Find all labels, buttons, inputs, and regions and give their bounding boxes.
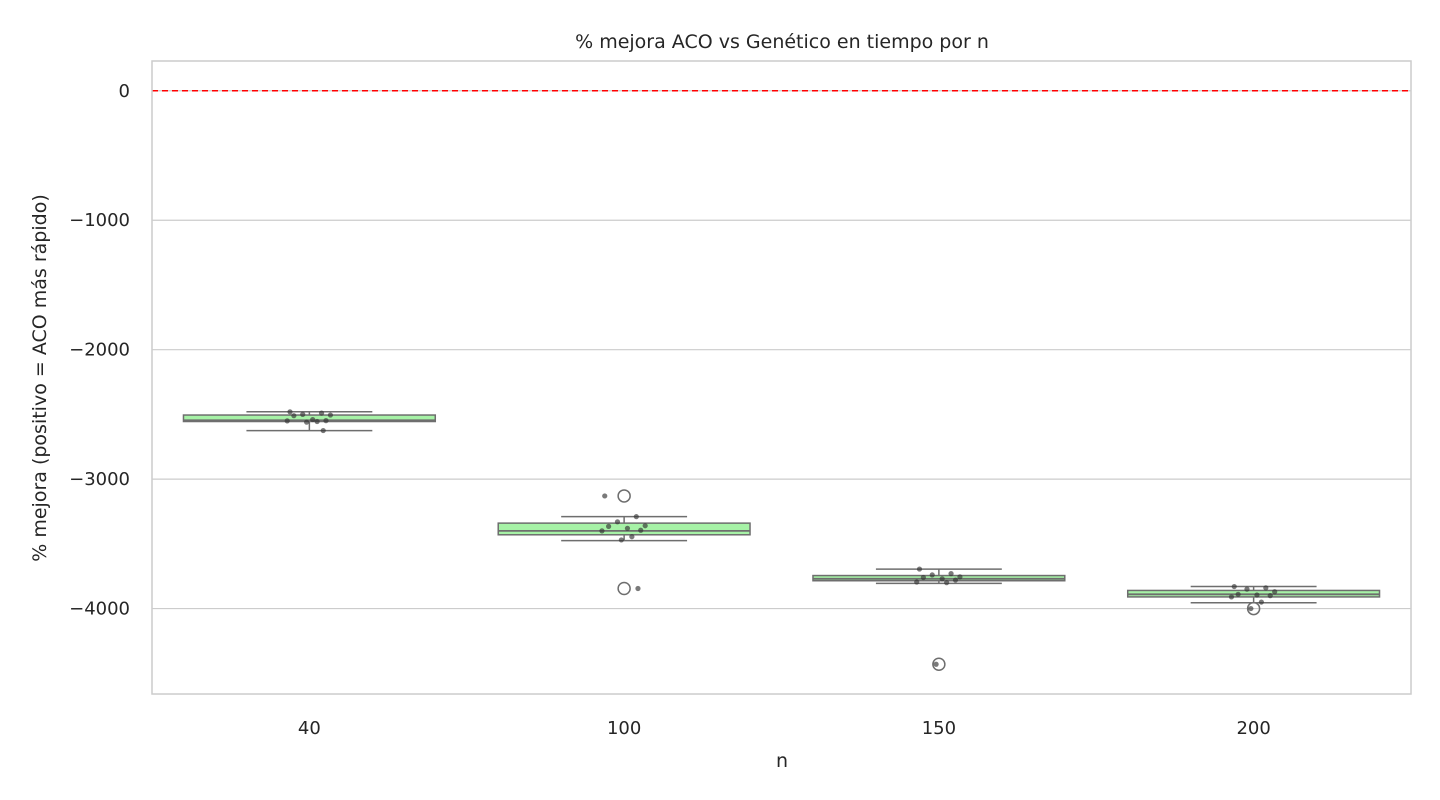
x-axis-label: n [776, 750, 788, 772]
data-point [314, 418, 320, 425]
data-point [933, 661, 939, 667]
data-point [1254, 592, 1260, 598]
iqr-box [182, 414, 437, 423]
data-point [957, 574, 963, 580]
data-point [1228, 594, 1235, 600]
data-point [327, 412, 334, 418]
data-point [300, 411, 306, 417]
data-point [944, 580, 950, 586]
outlier-marker [1246, 601, 1261, 616]
data-point [1267, 593, 1273, 599]
data-point [638, 527, 644, 533]
box-150 [812, 568, 1066, 671]
data-point [916, 566, 923, 572]
data-point [929, 572, 935, 578]
y-axis-label: % mejora (positivo = ACO más rápido) [29, 194, 51, 561]
data-point [599, 528, 605, 534]
data-point [323, 418, 329, 424]
data-point [304, 419, 310, 425]
points-layer [284, 409, 1278, 667]
data-point [284, 418, 290, 424]
data-point [624, 525, 631, 531]
data-point [310, 416, 316, 423]
box-layer [182, 411, 1381, 671]
data-point [1258, 599, 1264, 605]
data-point [287, 409, 293, 415]
data-point [602, 493, 608, 499]
data-point [320, 427, 326, 434]
data-point [1248, 605, 1254, 612]
data-point [914, 579, 920, 585]
data-point [633, 514, 639, 520]
x-tick-label: 100 [607, 718, 641, 739]
box-100 [497, 489, 751, 596]
outlier-marker [617, 581, 631, 596]
data-point [642, 523, 648, 529]
data-point [1231, 583, 1237, 590]
data-point [1244, 586, 1250, 592]
y-tick-label: 0 [119, 81, 130, 102]
data-point [614, 519, 621, 525]
data-point [618, 537, 624, 543]
data-point [1235, 591, 1241, 597]
iqr-box [497, 522, 751, 536]
chart-title: % mejora ACO vs Genético en tiempo por n [575, 31, 989, 53]
outlier-marker [617, 489, 631, 503]
x-tick-labels: 40 100 150 200 [298, 718, 1271, 739]
y-tick-label: −4000 [69, 599, 130, 620]
data-point [948, 571, 954, 577]
data-point [1272, 589, 1278, 595]
outlier-marker [932, 657, 946, 671]
x-tick-label: 200 [1236, 718, 1270, 739]
data-point [920, 574, 926, 581]
box-200 [1126, 585, 1381, 616]
y-tick-label: −2000 [69, 340, 130, 361]
x-tick-label: 40 [298, 718, 321, 739]
y-tick-label: −3000 [69, 469, 130, 490]
data-point [952, 577, 959, 583]
plot-frame [151, 60, 1412, 695]
data-point [635, 585, 641, 592]
data-point [939, 576, 945, 582]
data-point [606, 523, 612, 529]
data-point [318, 410, 325, 416]
data-point [291, 413, 297, 419]
y-tick-label: −1000 [69, 210, 130, 231]
data-point [629, 534, 635, 540]
y-tick-labels: 0 −1000 −2000 −3000 −4000 [69, 81, 130, 620]
x-tick-label: 150 [922, 718, 956, 739]
data-point [1263, 585, 1269, 591]
box-40 [182, 411, 437, 432]
grid-lines [152, 90, 1411, 610]
